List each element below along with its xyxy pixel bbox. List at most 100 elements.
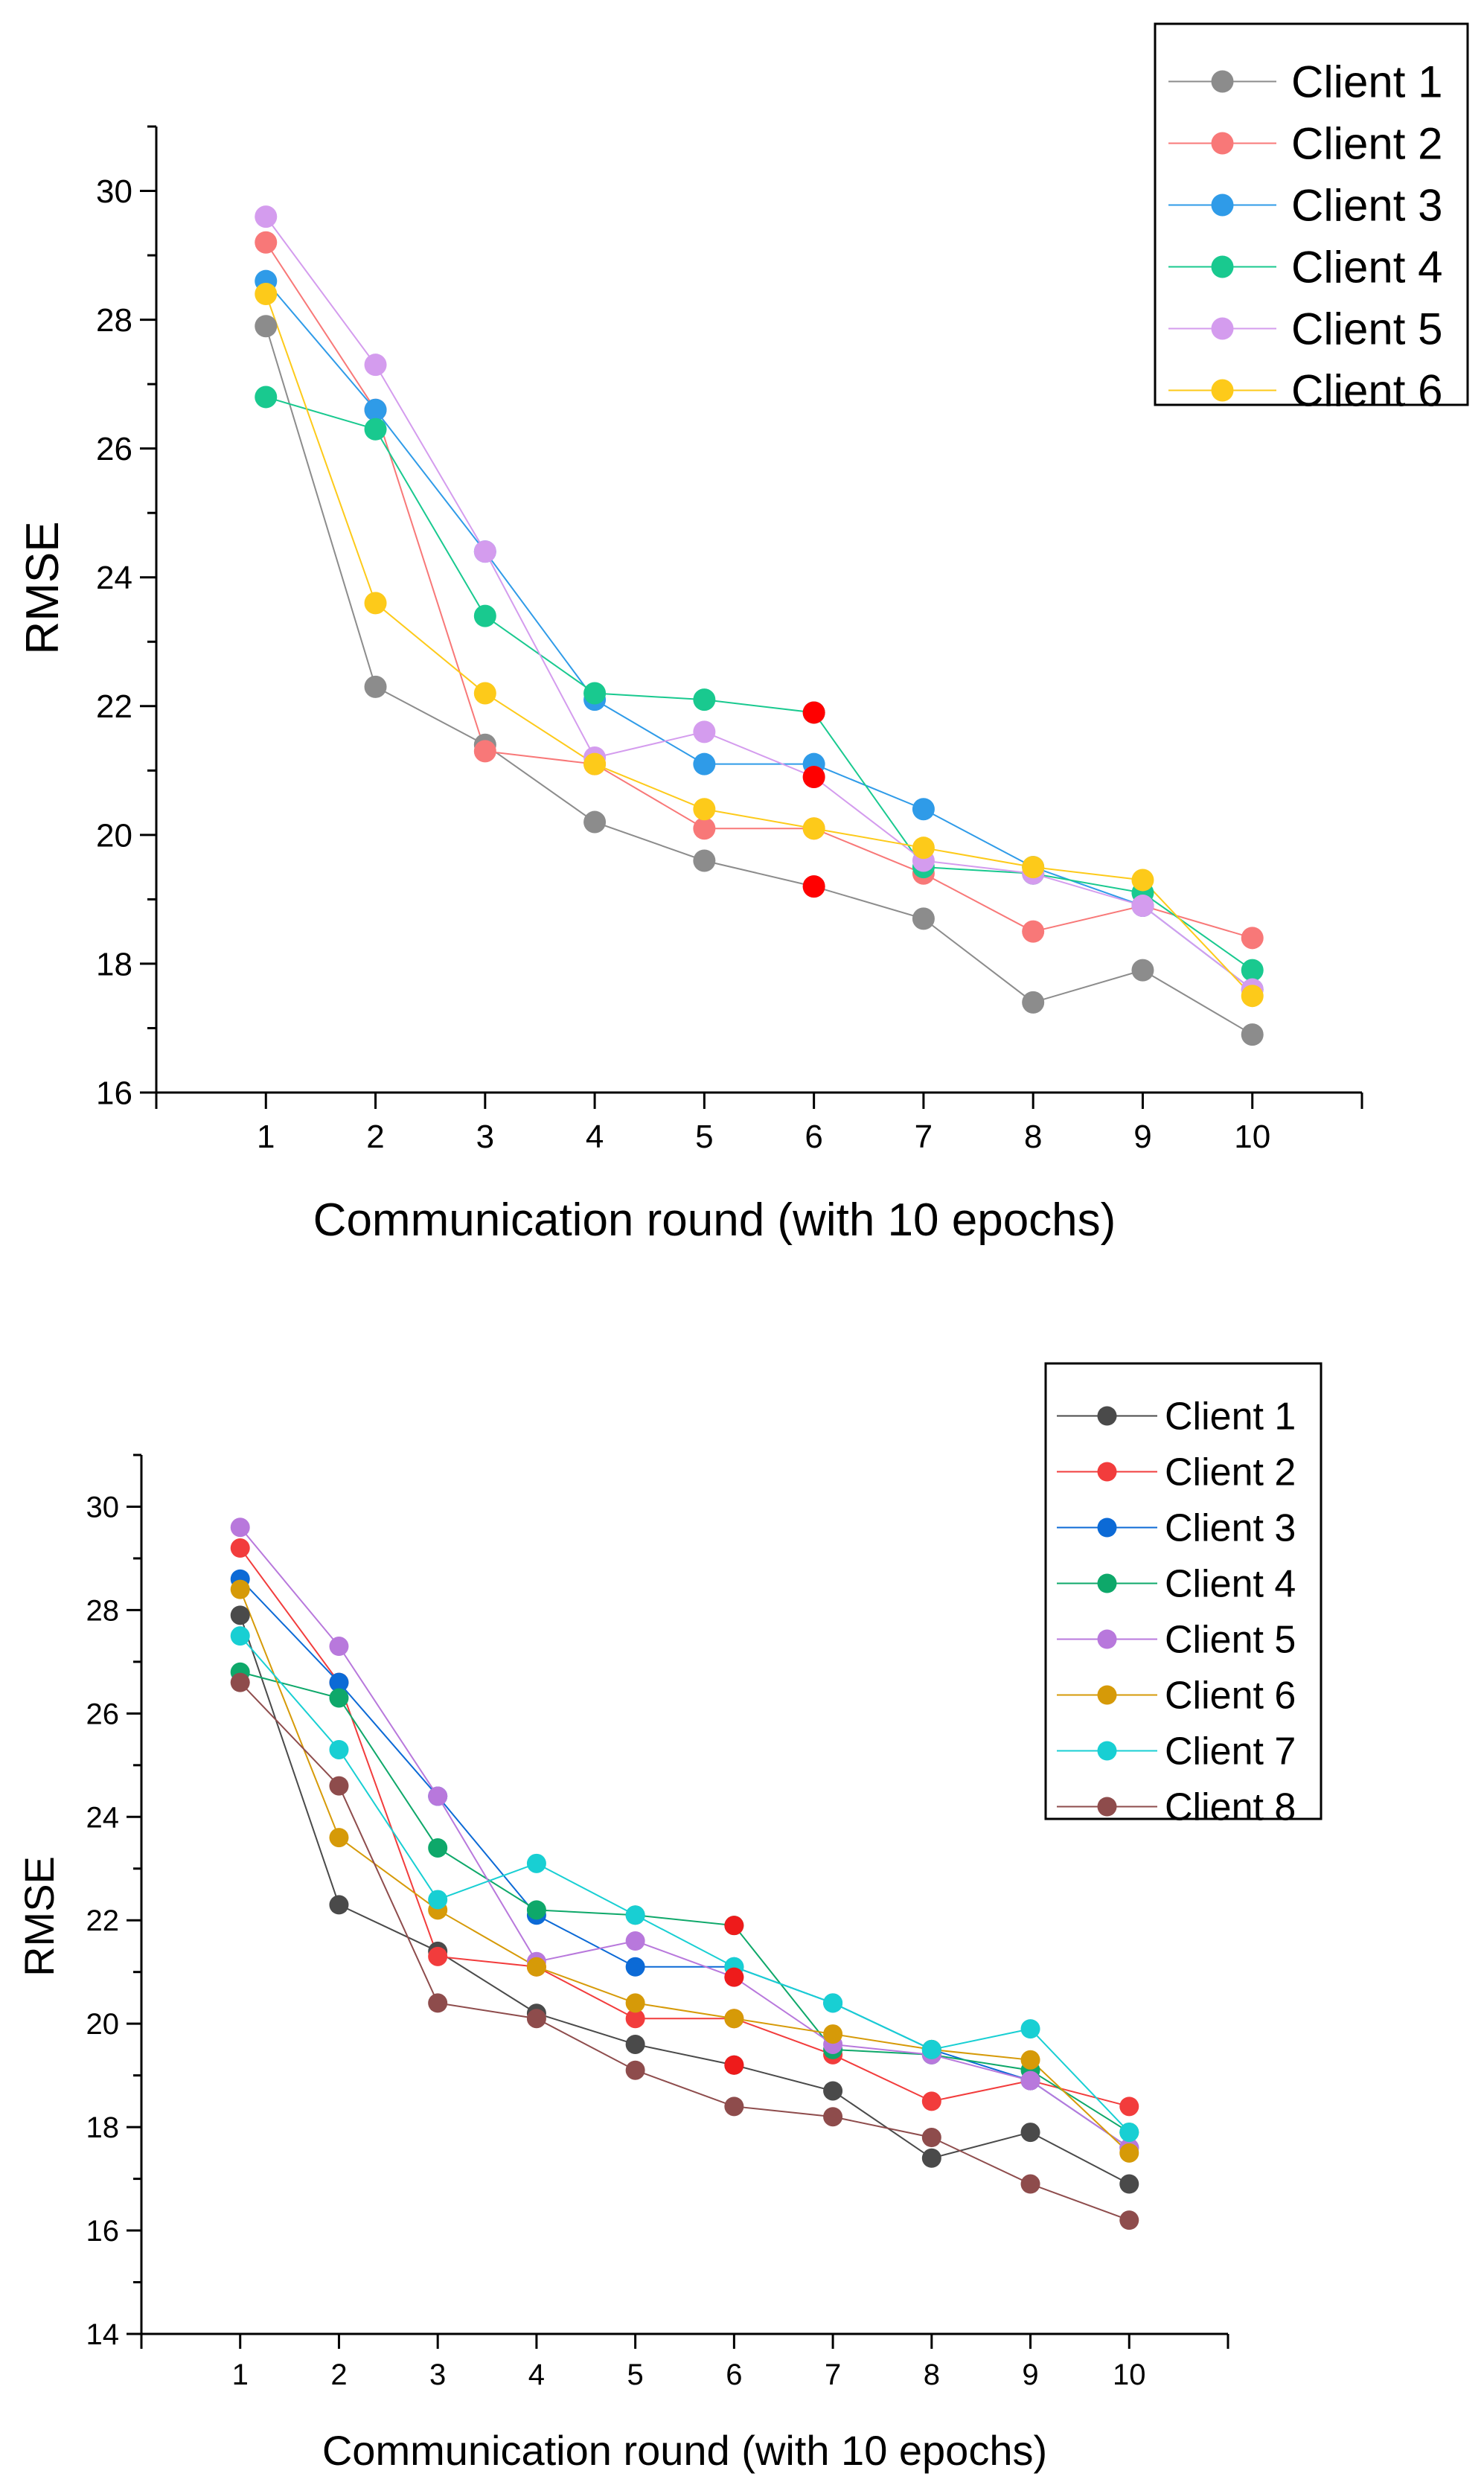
top-point-client-4 (473, 604, 496, 627)
bottom-legend-item-client-3: Client 3 (1057, 1507, 1296, 1550)
bottom-legend-label: Client 8 (1165, 1786, 1296, 1829)
bottom-point-client-1 (230, 1605, 250, 1625)
top-chart-x-tick-label: 6 (805, 1119, 822, 1155)
bottom-point-client-1 (1119, 2174, 1139, 2194)
bottom-point-client-7 (230, 1626, 250, 1646)
top-legend-marker (1211, 255, 1234, 278)
bottom-chart-legend-frame (1044, 1362, 1323, 1820)
bottom-legend-marker (1097, 1797, 1117, 1817)
bottom-chart-x-tick-label: 4 (528, 2358, 545, 2391)
top-chart-y-tick-label: 20 (96, 817, 132, 854)
bottom-chart-x-tick-label: 1 (232, 2358, 249, 2391)
top-legend-item-client-4: Client 4 (1168, 243, 1442, 292)
top-chart-x-tick-label: 5 (695, 1119, 713, 1155)
top-legend-marker (1211, 317, 1234, 340)
bottom-point-client-5 (230, 1517, 250, 1538)
bottom-point-client-6 (230, 1579, 250, 1599)
bottom-point-client-1 (329, 1895, 349, 1915)
top-legend-label: Client 5 (1291, 304, 1442, 354)
top-point-client-4 (693, 688, 716, 711)
top-chart-x-tick-label: 2 (366, 1119, 384, 1155)
top-legend-marker (1211, 132, 1234, 155)
bottom-point-client-6 (526, 1957, 546, 1977)
top-point-client-1 (912, 907, 935, 930)
bottom-point-client-7 (329, 1739, 349, 1759)
top-point-client-6 (693, 798, 716, 821)
top-legend-label: Client 1 (1291, 57, 1442, 107)
top-legend-marker (1211, 70, 1234, 93)
top-point-client-6 (1022, 856, 1045, 879)
bottom-point-client-8 (230, 1672, 250, 1692)
bottom-legend-item-client-1: Client 1 (1057, 1395, 1296, 1439)
bottom-chart-y-axis-title: RMSE (16, 1856, 63, 1977)
top-series-line-client-3 (265, 281, 1253, 991)
top-point-client-4 (1241, 959, 1264, 982)
bottom-legend-marker (1097, 1629, 1117, 1649)
top-legend-label: Client 6 (1291, 366, 1442, 416)
top-legend-item-client-5: Client 5 (1168, 304, 1442, 354)
top-chart-y-tick-label: 30 (96, 173, 132, 210)
top-point-client-1 (364, 675, 387, 698)
top-chart-x-tick-label: 4 (586, 1119, 604, 1155)
bottom-point-client-2 (1119, 2097, 1139, 2117)
bottom-chart-x-tick-label: 8 (924, 2358, 940, 2391)
top-point-client-6 (1241, 985, 1264, 1008)
bottom-legend-marker (1097, 1573, 1117, 1593)
bottom-point-client-4 (329, 1688, 349, 1708)
bottom-point-client-3 (625, 1957, 645, 1977)
bottom-series-line-client-8 (240, 1681, 1130, 2222)
top-point-client-5 (693, 720, 716, 743)
top-chart-x-tick-label: 9 (1133, 1119, 1151, 1155)
bottom-point-client-7 (823, 1993, 843, 2013)
top-highlight-point (802, 701, 825, 724)
bottom-point-client-7 (625, 1905, 645, 1925)
bottom-highlight-point (724, 1916, 744, 1936)
top-point-client-2 (1241, 927, 1264, 950)
bottom-chart-y-tick-label: 16 (86, 2215, 120, 2248)
top-point-client-1 (583, 810, 607, 834)
top-chart-x-axis-title: Communication round (with 10 epochs) (313, 1194, 1116, 1246)
top-point-client-6 (364, 592, 387, 615)
top-chart-axes: 1 2 3 4 5 6 7 8 9 10 16 18 20 22 24 26 28 30 (96, 125, 1363, 1155)
top-point-client-2 (693, 817, 716, 840)
bottom-series-line-client-1 (239, 1615, 1130, 2185)
bottom-legend-item-client-8: Client 8 (1057, 1786, 1296, 1829)
top-point-client-6 (473, 682, 496, 705)
bottom-legend-label: Client 6 (1165, 1675, 1296, 1718)
top-point-client-1 (1022, 991, 1045, 1014)
top-point-client-2 (1022, 920, 1045, 943)
bottom-point-client-7 (1119, 2123, 1139, 2143)
bottom-chart-x-tick-label: 5 (627, 2358, 644, 2391)
top-point-client-5 (255, 205, 278, 228)
bottom-point-client-3 (329, 1672, 349, 1692)
top-highlight-point (802, 765, 825, 788)
top-legend-label: Client 3 (1291, 181, 1442, 231)
top-chart-x-tick-label: 10 (1234, 1119, 1270, 1155)
bottom-chart-x-axis-title: Communication round (with 10 epochs) (322, 2427, 1047, 2474)
top-point-client-6 (912, 837, 935, 860)
bottom-legend-label: Client 4 (1165, 1563, 1296, 1606)
top-point-client-3 (912, 798, 935, 821)
bottom-point-client-1 (625, 2034, 645, 2054)
bottom-point-client-8 (1119, 2210, 1139, 2230)
top-chart-x-tick-label: 7 (915, 1119, 933, 1155)
bottom-legend-marker (1097, 1406, 1117, 1426)
top-legend-item-client-1: Client 1 (1168, 57, 1442, 107)
top-chart-legend: Client 1 Client 2 Client 3 Client 4 Client 5… (1154, 22, 1469, 416)
top-point-client-3 (364, 398, 387, 421)
top-point-client-6 (802, 817, 825, 840)
bottom-series-line-client-7 (239, 1635, 1130, 2133)
bottom-series-line-client-4 (240, 1671, 1130, 2133)
top-chart-y-tick-label: 26 (96, 431, 132, 467)
bottom-point-client-2 (921, 2091, 941, 2111)
top-series-line-client-5 (265, 216, 1253, 991)
bottom-chart-x-tick-label: 2 (330, 2358, 347, 2391)
top-point-client-4 (583, 682, 607, 705)
bottom-point-client-7 (921, 2039, 941, 2059)
top-point-client-1 (693, 849, 716, 872)
bottom-chart-y-tick-label: 26 (86, 1698, 120, 1730)
top-legend-item-client-6: Client 6 (1168, 366, 1442, 416)
top-chart-y-tick-label: 16 (96, 1075, 132, 1111)
top-chart-legend-frame (1154, 22, 1469, 406)
top-chart-x-tick-label: 8 (1024, 1119, 1042, 1155)
